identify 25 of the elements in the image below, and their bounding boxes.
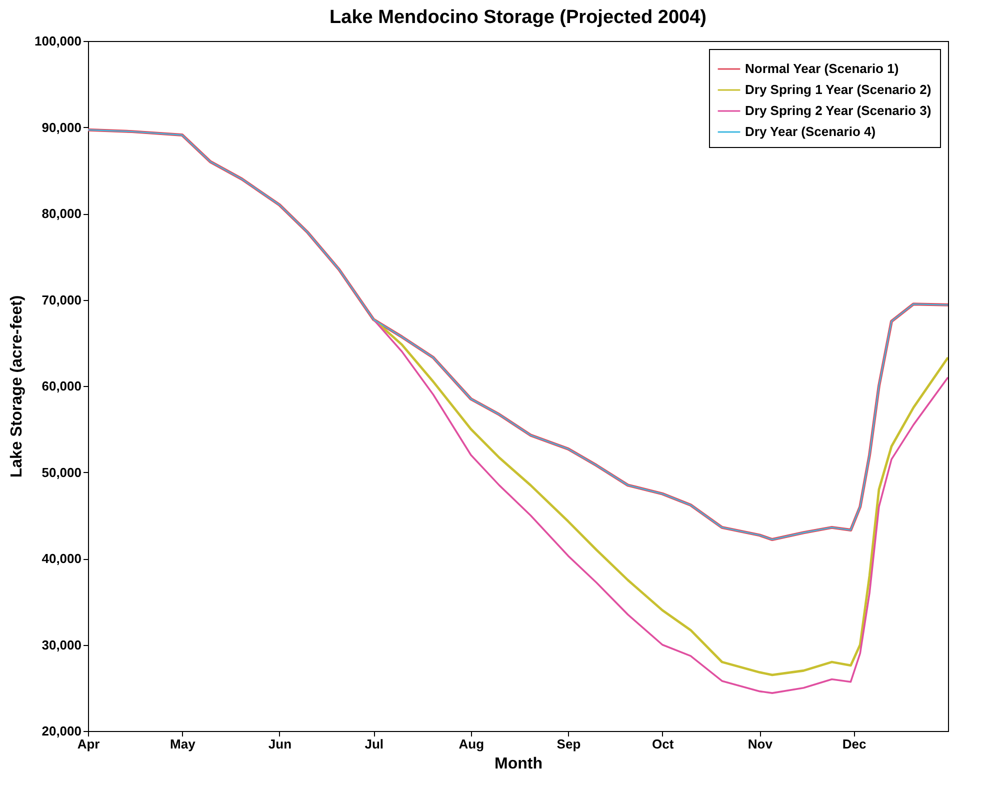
x-axis-title: Month (494, 756, 542, 772)
legend-label: Dry Spring 1 Year (Scenario 2) (745, 82, 932, 97)
x-tick-label: May (170, 736, 196, 752)
x-tick-label: Sep (556, 736, 581, 752)
x-tick-label: Jun (268, 736, 292, 752)
y-tick-label: 60,000 (42, 378, 82, 394)
x-tick-label: Jul (364, 736, 384, 752)
x-tick-label: Nov (748, 736, 774, 752)
y-tick-label: 90,000 (42, 120, 82, 135)
chart-title: Lake Mendocino Storage (Projected 2004) (330, 7, 706, 28)
y-tick-label: 50,000 (42, 464, 82, 480)
x-tick-label: Oct (652, 736, 674, 752)
y-tick-label: 40,000 (42, 551, 82, 566)
x-tick-label: Dec (842, 736, 866, 752)
legend-label: Dry Spring 2 Year (Scenario 3) (745, 103, 932, 118)
x-tick-label: Apr (77, 736, 100, 752)
y-tick-label: 80,000 (42, 206, 82, 221)
y-tick-label: 20,000 (42, 724, 82, 738)
y-tick-label: 70,000 (42, 292, 82, 308)
y-axis-title: Lake Storage (acre-feet) (8, 295, 26, 478)
legend-label: Dry Year (Scenario 4) (745, 124, 876, 139)
legend-label: Normal Year (Scenario 1) (745, 61, 899, 76)
x-tick-label: Aug (458, 736, 484, 752)
y-tick-label: 30,000 (42, 637, 82, 652)
y-tick-label: 100,000 (34, 34, 82, 48)
